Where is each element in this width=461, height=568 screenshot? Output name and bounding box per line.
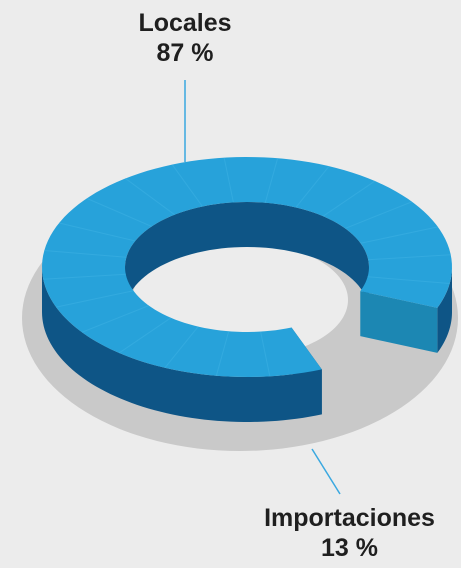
segment-line [368,254,451,261]
segment-line [215,331,230,376]
slice-locales-outer-wall-left [42,267,322,422]
segment-line [322,180,376,217]
segment-line [43,273,126,280]
segment-line [345,201,413,229]
segment-line [360,226,438,244]
segment-line [118,317,172,354]
segment-line [164,326,199,369]
slice-locales-inner-wall [125,202,369,312]
segment-line [367,276,450,284]
segment-line [56,290,134,308]
segment-line [59,222,136,242]
label-locales: Locales 87 % [120,8,250,68]
label-importaciones: Importaciones 13 % [238,503,461,563]
label-locales-value: 87 % [156,39,214,67]
leader-line-importaciones [311,448,341,495]
segment-line [260,331,271,377]
label-locales-name: Locales [138,9,232,37]
segment-line [223,157,234,203]
label-importaciones-name: Importaciones [264,504,435,532]
segment-line [86,197,152,227]
slice-locales-cut-right [360,291,438,353]
label-importaciones-value: 13 % [321,534,378,562]
segment-line [44,250,127,258]
segment-line [125,178,175,216]
segment-line [295,165,330,208]
segment-line [264,158,279,203]
segment-line [171,164,203,207]
slice-locales [42,157,452,377]
segment-line [81,305,149,333]
slice-locales-outer-wall-right [437,267,452,353]
